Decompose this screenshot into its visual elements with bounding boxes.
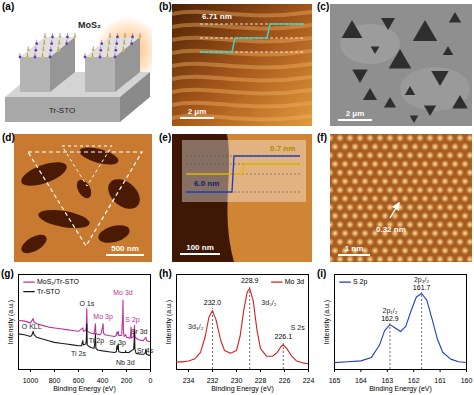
svg-text:Sr 4s: Sr 4s — [137, 347, 154, 354]
svg-text:Binding Energy (eV): Binding Energy (eV) — [53, 385, 116, 393]
svg-text:800: 800 — [49, 377, 61, 384]
svg-text:234: 234 — [183, 377, 195, 384]
svg-text:Tr-STO: Tr-STO — [49, 106, 75, 115]
svg-text:Nb 3d: Nb 3d — [116, 359, 135, 366]
html-text:(e): (e) — [159, 132, 172, 143]
svg-text:2 μm: 2 μm — [346, 109, 365, 118]
svg-text:S 2p: S 2p — [353, 278, 368, 286]
svg-text:228: 228 — [255, 377, 267, 384]
svg-text:S 2s: S 2s — [291, 324, 306, 331]
svg-text:Binding Energy (eV): Binding Energy (eV) — [369, 385, 432, 393]
svg-text:400: 400 — [97, 377, 109, 384]
svg-text:226: 226 — [279, 377, 291, 384]
svg-text:500 nm: 500 nm — [111, 244, 139, 253]
svg-text:164: 164 — [355, 377, 367, 384]
svg-text:Intensity (a.u.): Intensity (a.u.) — [7, 300, 15, 344]
svg-text:100 nm: 100 nm — [186, 243, 214, 252]
svg-text:6.71 nm: 6.71 nm — [202, 12, 232, 21]
html-text:(d): (d) — [2, 132, 15, 143]
svg-text:226.1: 226.1 — [275, 333, 293, 340]
html-text:(b): (b) — [159, 1, 172, 12]
svg-text:2p₁/₂: 2p₁/₂ — [383, 307, 398, 315]
svg-text:3d₅/₂: 3d₅/₂ — [261, 299, 277, 306]
svg-text:MoS₂/Tr-STO: MoS₂/Tr-STO — [37, 278, 80, 285]
svg-text:0.32 nm: 0.32 nm — [376, 225, 406, 234]
svg-text:2 μm: 2 μm — [188, 107, 207, 116]
svg-text:228.9: 228.9 — [241, 277, 259, 284]
svg-text:160: 160 — [461, 377, 473, 384]
html-text:(i): (i) — [317, 268, 327, 279]
svg-text:S 2p: S 2p — [125, 316, 140, 324]
svg-text:162: 162 — [408, 377, 420, 384]
svg-text:Binding Energy (eV): Binding Energy (eV) — [211, 385, 274, 393]
svg-text:Ti 2s: Ti 2s — [71, 350, 86, 357]
svg-text:6.0 nm: 6.0 nm — [194, 179, 219, 188]
svg-text:161: 161 — [434, 377, 446, 384]
svg-text:Mo 3p: Mo 3p — [93, 313, 113, 321]
svg-text:161.7: 161.7 — [413, 284, 431, 291]
svg-text:232.0: 232.0 — [204, 299, 222, 306]
html-text:(a): (a) — [2, 1, 15, 12]
svg-text:0.7 nm: 0.7 nm — [270, 144, 295, 153]
svg-text:3d₃/₂: 3d₃/₂ — [188, 323, 204, 330]
svg-text:224: 224 — [303, 377, 315, 384]
svg-text:1000: 1000 — [23, 377, 39, 384]
svg-text:O 1s: O 1s — [79, 300, 94, 307]
svg-text:O KLL: O KLL — [22, 323, 42, 330]
svg-text:MoS₂: MoS₂ — [78, 20, 101, 30]
svg-text:Tr-STO: Tr-STO — [37, 288, 60, 295]
svg-text:Mo 3d: Mo 3d — [113, 289, 133, 296]
svg-text:163: 163 — [381, 377, 393, 384]
svg-text:Sr 3p: Sr 3p — [109, 339, 126, 347]
svg-text:1 nm: 1 nm — [345, 244, 364, 253]
svg-text:Intensity (a.u.): Intensity (a.u.) — [165, 300, 173, 344]
html-text:(c): (c) — [317, 1, 330, 12]
svg-text:600: 600 — [73, 377, 85, 384]
svg-text:200: 200 — [121, 377, 133, 384]
svg-text:165: 165 — [329, 377, 341, 384]
svg-text:0: 0 — [149, 377, 153, 384]
svg-text:Mo 3d: Mo 3d — [285, 278, 305, 285]
svg-text:2p₃/₂: 2p₃/₂ — [414, 276, 430, 284]
html-text:(f): (f) — [317, 132, 327, 143]
svg-text:Intensity (a.u.): Intensity (a.u.) — [323, 300, 331, 344]
svg-text:232: 232 — [207, 377, 219, 384]
svg-text:Ti 2p: Ti 2p — [89, 337, 104, 345]
svg-text:162.9: 162.9 — [381, 315, 399, 322]
svg-text:Sr 3d: Sr 3d — [131, 328, 148, 335]
html-text:(h): (h) — [159, 268, 172, 279]
svg-text:230: 230 — [231, 377, 243, 384]
html-text:(g): (g) — [1, 268, 14, 279]
